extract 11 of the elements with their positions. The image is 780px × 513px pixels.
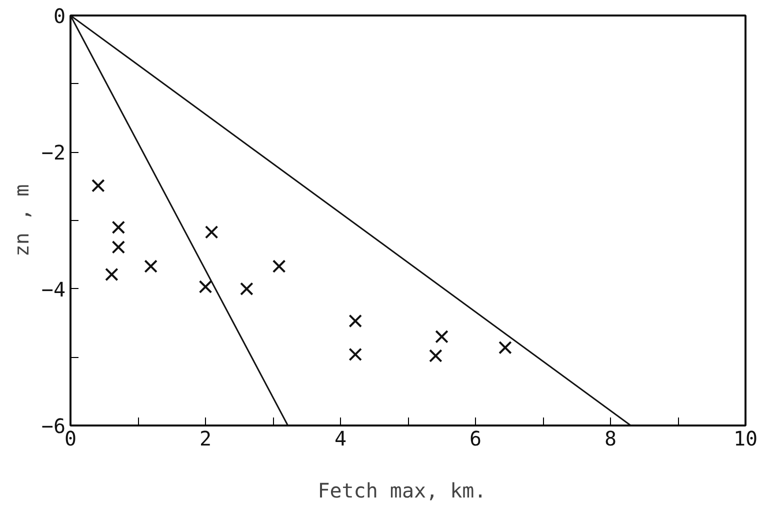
x-tick-label: 10 (733, 426, 758, 450)
y-tick-label: 0 (53, 4, 66, 28)
y-tick-label: −4 (41, 277, 66, 302)
x-tick-label: 8 (604, 426, 617, 450)
y-tick-label: −6 (41, 414, 66, 438)
x-tick-label: 4 (334, 426, 347, 450)
y-tick-label: −2 (41, 140, 66, 165)
y-axis-title: zn , m (9, 184, 34, 257)
x-tick-label: 2 (199, 426, 212, 450)
x-axis-title: Fetch max, km. (318, 478, 486, 502)
x-tick-label: 6 (469, 426, 482, 450)
